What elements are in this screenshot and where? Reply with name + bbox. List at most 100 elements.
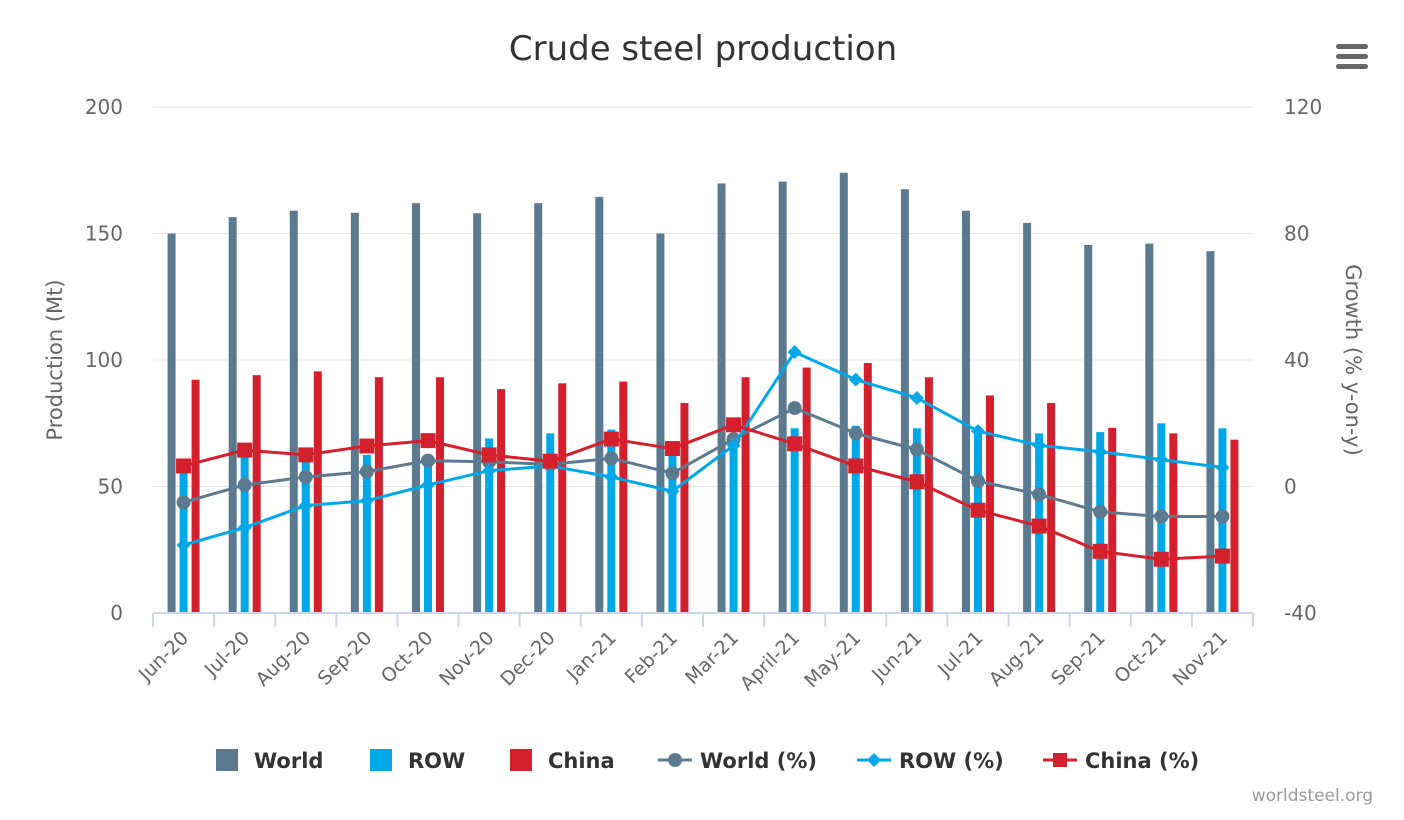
x-tick-label: Aug-20: [252, 627, 316, 691]
y2-tick-label: 120: [1284, 95, 1322, 119]
legend-item[interactable]: World (%): [658, 749, 817, 773]
x-tick-label: Nov-20: [435, 627, 498, 690]
y2-tick-label: 40: [1284, 348, 1309, 372]
bar-china: [1047, 403, 1056, 613]
point-china: [420, 433, 436, 449]
bar-china: [497, 389, 506, 613]
bar-china: [436, 377, 444, 613]
point-world: [237, 477, 252, 492]
bar-world: [717, 183, 726, 613]
x-tick-label: Sep-20: [314, 627, 377, 690]
bar-row: [912, 428, 921, 613]
point-row: [848, 372, 863, 387]
legend[interactable]: World ROW China World (%) ROW (%) China (%): [216, 749, 1199, 773]
point-row: [787, 345, 802, 360]
point-world: [298, 470, 313, 485]
x-tick-label: Feb-21: [621, 627, 682, 688]
bar-row: [974, 429, 982, 613]
bar-china: [619, 381, 628, 613]
point-row: [482, 463, 497, 478]
x-tick-label: Aug-21: [985, 627, 1049, 691]
bar-row: [790, 428, 799, 613]
legend-label: ROW: [408, 749, 465, 773]
point-china: [359, 438, 375, 454]
bar-world: [473, 213, 482, 613]
hamburger-menu-icon[interactable]: [1332, 40, 1372, 74]
y2-tick-label: -40: [1284, 601, 1317, 625]
bar-world: [534, 203, 543, 613]
bar-china: [374, 377, 383, 613]
bar-row: [607, 429, 616, 613]
line-row: [183, 350, 1223, 547]
point-row: [298, 498, 313, 513]
point-world: [1215, 509, 1230, 524]
point-row: [359, 493, 374, 508]
legend-item[interactable]: ROW: [370, 749, 465, 773]
point-world: [1032, 487, 1047, 502]
point-china: [176, 458, 192, 474]
point-row: [1032, 438, 1047, 453]
y-tick-label: 0: [110, 601, 123, 625]
legend-item[interactable]: ROW (%): [857, 749, 1004, 773]
y2-tick-label: 80: [1284, 222, 1309, 246]
point-row: [604, 470, 619, 485]
point-row: [176, 538, 191, 553]
point-row: [1154, 452, 1169, 467]
bar-world: [839, 172, 848, 613]
bar-china: [1169, 433, 1178, 613]
point-china: [481, 447, 497, 463]
bar-row: [546, 433, 555, 613]
credit-link[interactable]: worldsteel.org: [1251, 786, 1373, 806]
point-world: [848, 426, 863, 441]
x-tick-label: Jun-20: [134, 627, 193, 686]
bar-world: [412, 203, 420, 613]
point-world: [665, 466, 680, 481]
bar-china: [191, 379, 200, 613]
y-axis-title: Production (Mt): [43, 279, 67, 440]
bar-world: [1145, 243, 1154, 613]
bar-china: [558, 383, 567, 613]
lines: [176, 345, 1230, 567]
legend-item[interactable]: China (%): [1043, 749, 1199, 773]
x-tick-label: Oct-20: [377, 627, 438, 688]
x-tick-label: Jun-21: [867, 627, 926, 686]
legend-item[interactable]: World: [216, 749, 323, 773]
point-row: [421, 477, 435, 492]
bar-world: [595, 196, 604, 613]
legend-marker: [668, 753, 682, 767]
bar-row: [424, 459, 432, 613]
point-world: [176, 495, 191, 510]
point-china: [787, 436, 803, 452]
legend-item[interactable]: China: [510, 749, 615, 773]
legend-label: China (%): [1085, 749, 1199, 773]
x-tick-label: Nov-21: [1169, 627, 1232, 690]
point-row: [1093, 444, 1108, 459]
bar-china: [741, 377, 750, 613]
point-world: [1154, 509, 1169, 524]
y-tick-label: 100: [85, 348, 123, 372]
bar-china: [802, 367, 811, 613]
line-china: [183, 423, 1223, 561]
x-tick-label: April-21: [736, 627, 804, 695]
point-china: [1214, 548, 1230, 564]
point-world: [909, 442, 924, 457]
legend-marker: [1053, 753, 1067, 767]
legend-swatch: [510, 749, 532, 771]
bar-china: [924, 377, 933, 613]
legend-label: China: [548, 749, 615, 773]
point-china: [237, 442, 253, 458]
point-china: [970, 502, 986, 518]
legend-label: ROW (%): [899, 749, 1004, 773]
point-row: [726, 438, 741, 453]
y2-axis-title: Growth (% y-on-y): [1341, 264, 1365, 456]
bar-world: [778, 181, 787, 613]
point-world: [1093, 504, 1108, 519]
bar-row: [362, 454, 371, 613]
y-tick-label: 50: [98, 475, 123, 499]
bar-row: [485, 438, 494, 613]
point-world: [787, 401, 802, 416]
x-tick-label: Jul-20: [200, 627, 254, 681]
legend-marker: [867, 753, 881, 767]
point-china: [1092, 543, 1108, 559]
bar-world: [962, 210, 970, 614]
